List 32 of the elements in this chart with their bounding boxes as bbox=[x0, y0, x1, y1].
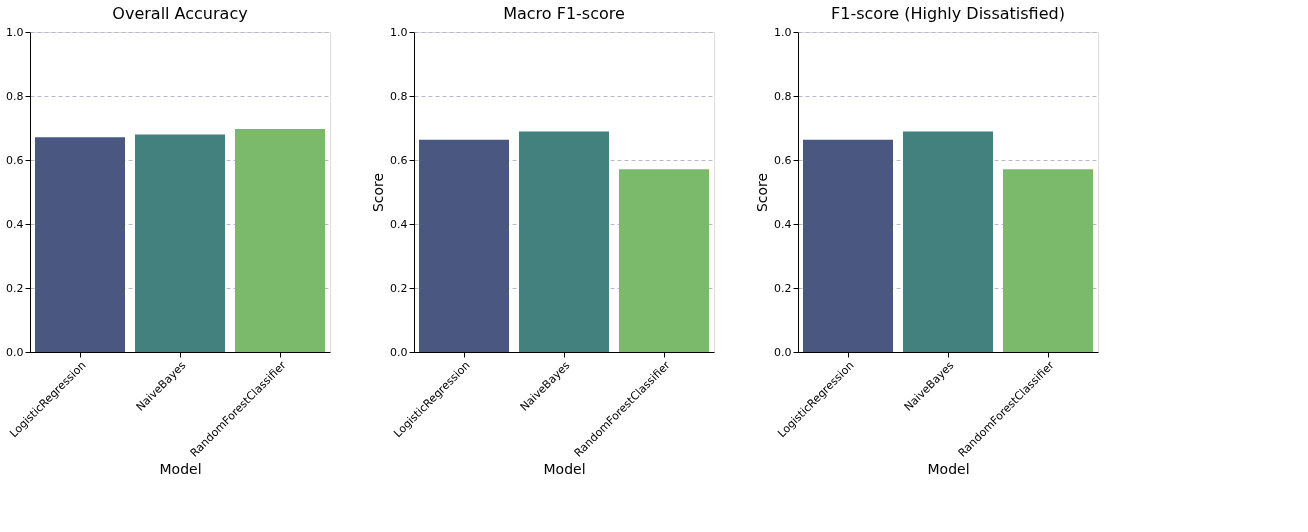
bar bbox=[619, 169, 709, 352]
y-tick-label: 0.4 bbox=[6, 217, 24, 231]
y-tick-label: 0.0 bbox=[774, 345, 792, 359]
y-tick-label: 0.6 bbox=[390, 153, 408, 167]
x-axis-title: Model bbox=[543, 460, 586, 477]
x-axis-title: Model bbox=[927, 460, 970, 477]
y-tick-label: 0.0 bbox=[6, 345, 24, 359]
chart-title: Overall Accuracy bbox=[112, 4, 248, 23]
y-tick-label: 0.8 bbox=[390, 89, 408, 103]
y-tick-label: 0.2 bbox=[774, 281, 792, 295]
y-tick-label: 0.4 bbox=[774, 217, 792, 231]
chart-title: Macro F1-score bbox=[503, 4, 625, 23]
y-axis-title: Score bbox=[754, 172, 771, 213]
bar bbox=[803, 139, 893, 352]
y-axis-title: Score bbox=[370, 172, 387, 213]
y-tick-label: 0.6 bbox=[6, 153, 24, 167]
bar bbox=[903, 131, 993, 352]
y-tick-label: 1.0 bbox=[774, 25, 792, 39]
x-axis-title: Model bbox=[159, 460, 202, 477]
chart-title: F1-score (Highly Dissatisfied) bbox=[831, 4, 1065, 23]
y-tick-label: 0.4 bbox=[390, 217, 408, 231]
bar bbox=[1003, 169, 1093, 352]
bar bbox=[519, 131, 609, 352]
y-tick-label: 0.6 bbox=[774, 153, 792, 167]
y-tick-label: 0.2 bbox=[6, 281, 24, 295]
y-tick-label: 0.8 bbox=[6, 89, 24, 103]
y-tick-label: 1.0 bbox=[6, 25, 24, 39]
y-tick-label: 0.8 bbox=[774, 89, 792, 103]
y-tick-label: 0.0 bbox=[390, 345, 408, 359]
y-tick-label: 1.0 bbox=[390, 25, 408, 39]
bar bbox=[419, 139, 509, 352]
y-tick-label: 0.2 bbox=[390, 281, 408, 295]
